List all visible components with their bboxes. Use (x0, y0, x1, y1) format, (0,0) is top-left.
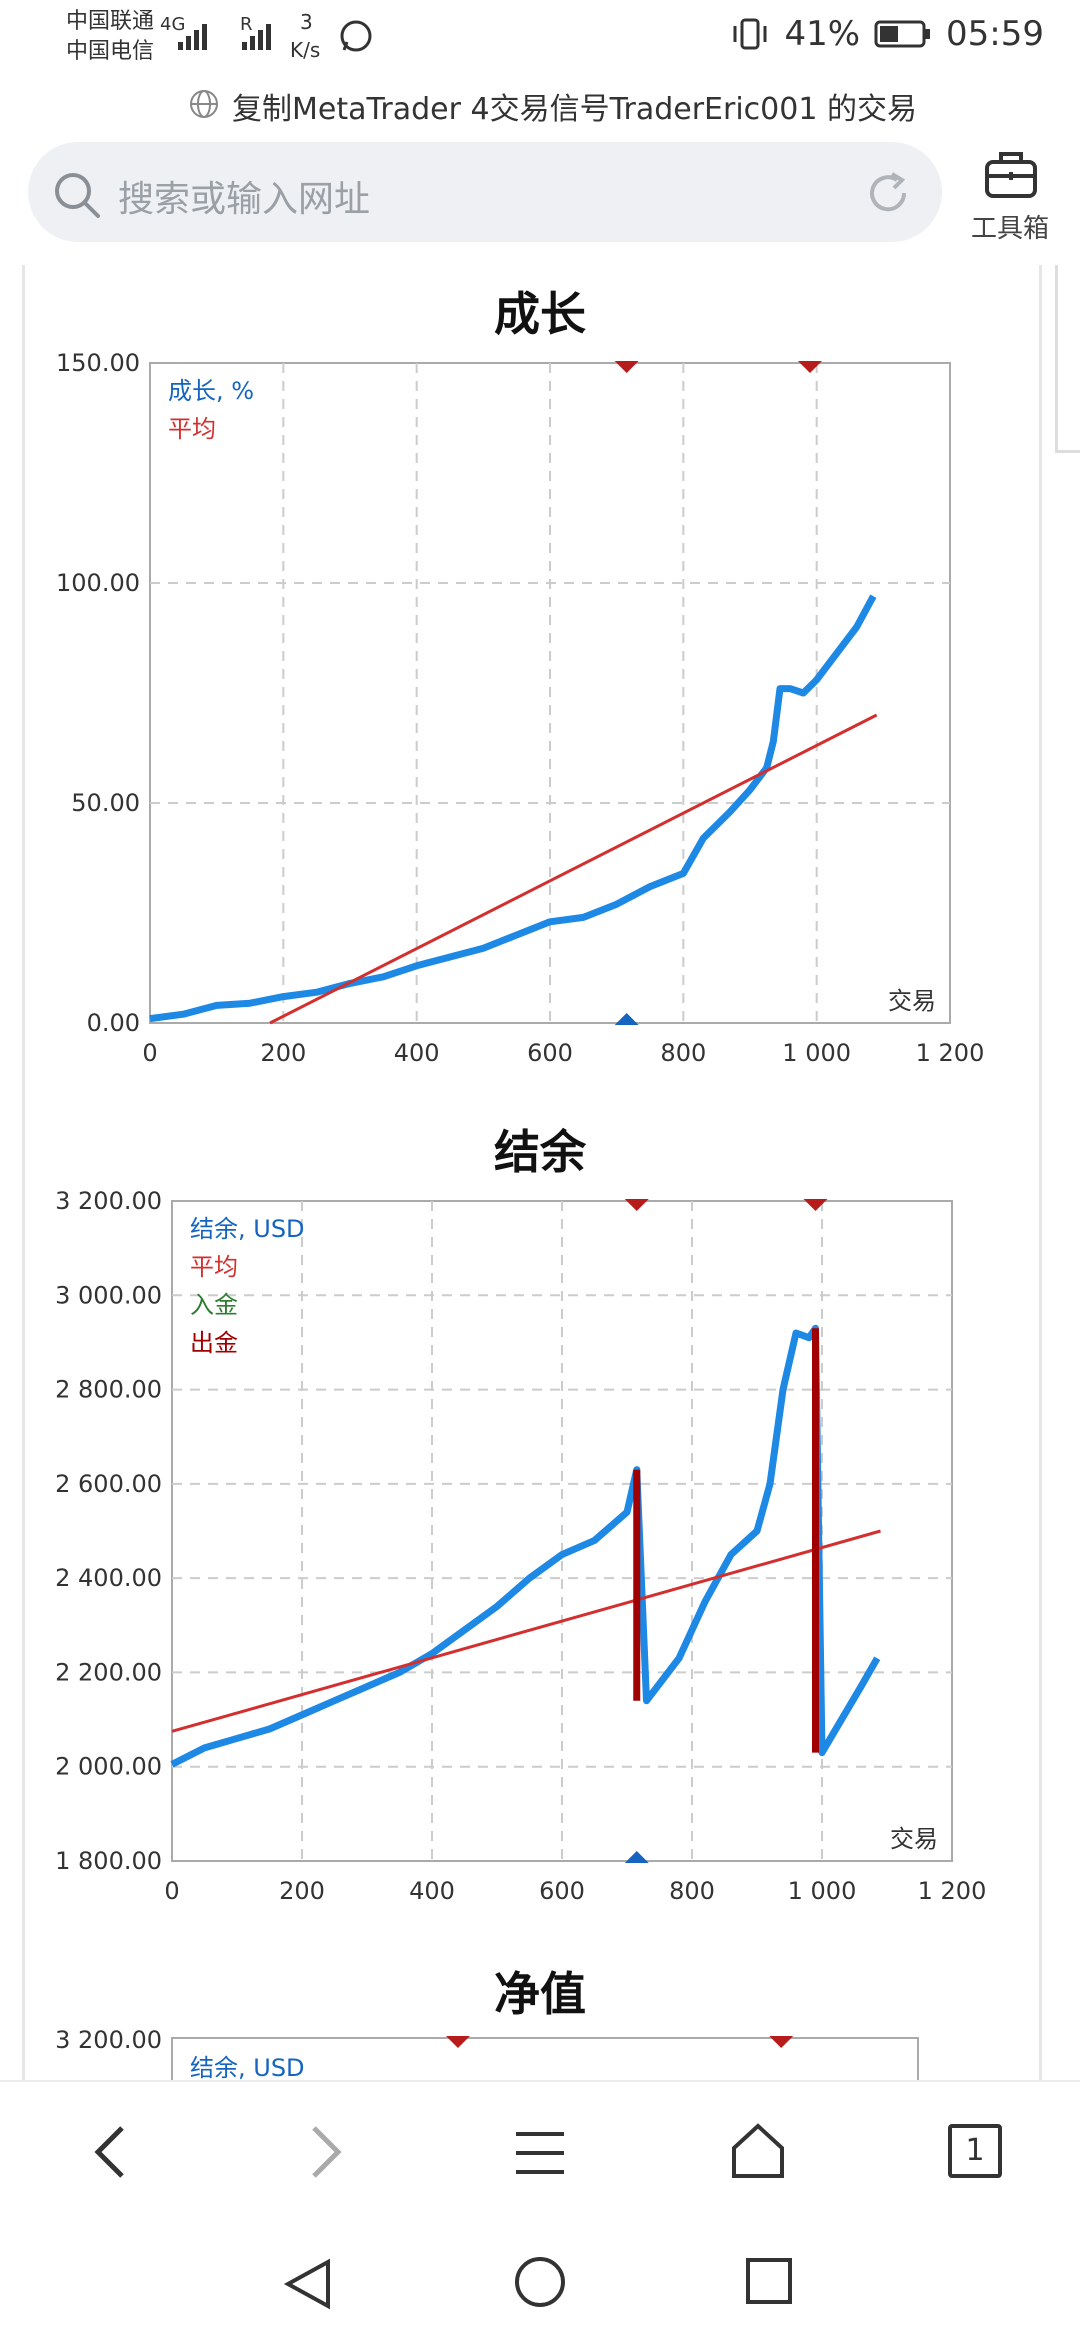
system-nav (0, 2220, 1080, 2340)
plot-area (171, 2037, 919, 2080)
page-title-bar: 复制MetaTrader 4交易信号TraderEric001 的交易 (0, 80, 1080, 130)
x-tick-label: 0 (164, 1877, 179, 1905)
signal-icon-2 (242, 24, 271, 50)
legend-entry: 结余, USD (190, 1215, 305, 1243)
tabs-button[interactable]: 1 (948, 2124, 1002, 2178)
y-tick-label: 2 600.00 (55, 1470, 162, 1498)
system-recents-icon[interactable] (744, 2256, 796, 2308)
x-tick-label: 0 (142, 1039, 157, 1067)
menu-button[interactable] (512, 2128, 568, 2178)
legend-entry: 出金 (190, 1329, 238, 1357)
refresh-icon[interactable] (864, 168, 914, 218)
side-panel-edge (1055, 265, 1080, 453)
whatsapp-icon (340, 20, 372, 52)
vibrate-icon (733, 18, 767, 50)
x-tick-label: 1 200 (918, 1877, 987, 1905)
average-line (269, 713, 878, 1025)
x-tick-label: 200 (260, 1039, 306, 1067)
carrier-2: 中国电信 (66, 39, 155, 64)
growth-chart-title: 成长 (494, 287, 586, 341)
clock: 05:59 (946, 14, 1044, 54)
forward-button[interactable] (300, 2122, 350, 2182)
y-tick-label: 150.00 (56, 349, 140, 377)
toolbox-button[interactable]: 工具箱 (965, 142, 1055, 252)
y-tick-label: 2 200.00 (55, 1658, 162, 1686)
withdrawal-marker (769, 2036, 794, 2048)
battery-percent: 41% (784, 14, 861, 54)
speed-unit: K/s (290, 38, 321, 62)
back-button[interactable] (86, 2122, 136, 2182)
x-axis-label: 交易 (888, 987, 936, 1015)
search-icon (55, 173, 100, 218)
battery-icon (874, 20, 931, 48)
equity-chart: 3 200.00 结余, USD (55, 2026, 919, 2080)
x-tick-label: 800 (669, 1877, 715, 1905)
legend-entry: 入金 (190, 1291, 238, 1319)
legend-entry: 成长, % (168, 377, 254, 405)
browser-bottom-nav: 1 (0, 2080, 1080, 2222)
system-back-icon[interactable] (282, 2256, 334, 2312)
growth-chart: 0.00 50.00 100.00 150.00 0 200 400 600 800 1 000 1… (56, 349, 985, 1067)
balance-chart-title: 结余 (494, 1125, 586, 1179)
search-input[interactable]: 搜索或输入网址 (118, 179, 371, 220)
withdrawal-marker (445, 2036, 470, 2048)
x-tick-label: 600 (527, 1039, 573, 1067)
network-type-2: R (240, 14, 253, 35)
legend-entry: 平均 (190, 1253, 238, 1281)
x-axis-label: 交易 (890, 1825, 938, 1853)
deposit-marker (624, 1851, 649, 1863)
x-tick-label: 600 (539, 1877, 585, 1905)
home-button[interactable] (728, 2120, 788, 2182)
x-tick-label: 400 (409, 1877, 455, 1905)
withdrawal-marker (624, 1199, 649, 1211)
withdrawal-marker (803, 1199, 828, 1211)
x-tick-label: 800 (660, 1039, 706, 1067)
carrier-1: 中国联通 (66, 9, 155, 34)
x-tick-label: 1 000 (782, 1039, 851, 1067)
status-bar: 中国联通 中国电信 4G R 3 K/s 41% 05:59 (0, 0, 1080, 80)
y-tick-label: 1 800.00 (55, 1847, 162, 1875)
toolbox-label: 工具箱 (970, 214, 1049, 244)
legend-entry: 平均 (168, 415, 216, 443)
y-tick-label: 3 200.00 (55, 2026, 162, 2054)
equity-chart-title: 净值 (494, 1967, 586, 2021)
y-tick-label: 2 800.00 (55, 1376, 162, 1404)
balance-chart: 1 800.00 2 000.00 2 200.00 2 400.00 2 600.00… (55, 1187, 987, 1905)
signal-icon-1 (178, 24, 207, 50)
y-tick-label: 3 000.00 (55, 1281, 162, 1309)
y-tick-label: 0.00 (87, 1009, 140, 1037)
globe-icon (190, 90, 218, 118)
network-type-1: 4G (160, 14, 186, 35)
series-line (170, 1324, 881, 1768)
toolbox-icon (985, 152, 1037, 198)
y-tick-label: 2 000.00 (55, 1753, 162, 1781)
series-line (149, 594, 877, 1023)
address-bar[interactable]: 搜索或输入网址 (28, 142, 942, 242)
page-content[interactable] (22, 265, 1042, 2080)
y-tick-label: 2 400.00 (55, 1564, 162, 1592)
page-title: 复制MetaTrader 4交易信号TraderEric001 的交易 (232, 92, 917, 127)
x-tick-label: 200 (279, 1877, 325, 1905)
y-tick-label: 100.00 (56, 569, 140, 597)
withdrawal-marker (798, 361, 822, 373)
deposit-marker (614, 1013, 639, 1025)
x-tick-label: 1 200 (916, 1039, 985, 1067)
average-line (171, 1529, 881, 1733)
withdrawal-marker (614, 361, 639, 373)
speed-value: 3 (300, 10, 313, 34)
y-tick-label: 3 200.00 (55, 1187, 162, 1215)
y-tick-label: 50.00 (71, 789, 140, 817)
x-tick-label: 1 000 (788, 1877, 857, 1905)
system-home-icon[interactable] (512, 2254, 568, 2310)
x-tick-label: 400 (394, 1039, 440, 1067)
legend-entry: 结余, USD (190, 2054, 305, 2080)
